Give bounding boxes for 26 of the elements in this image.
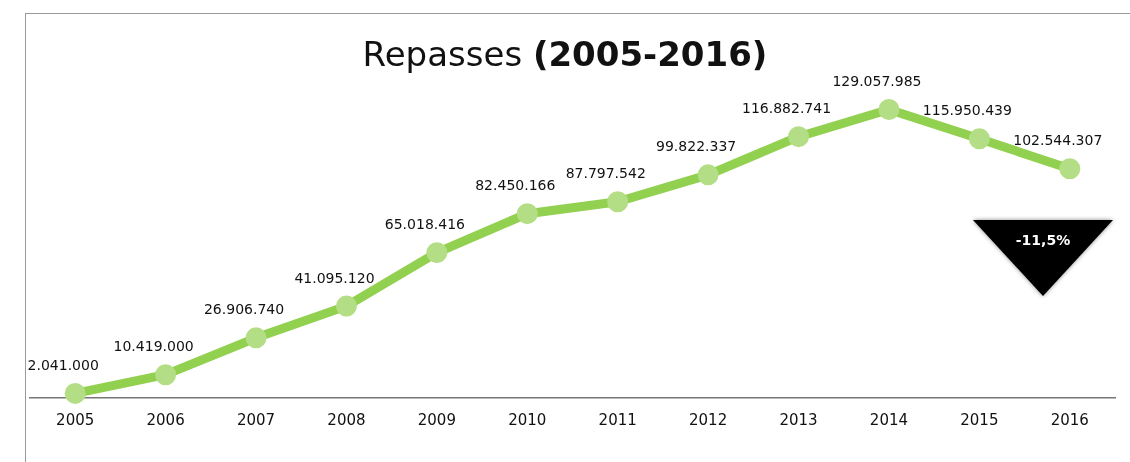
data-label: 129.057.985 — [832, 73, 922, 90]
x-tick-label: 2009 — [417, 410, 456, 429]
data-label: 26.906.740 — [203, 301, 285, 318]
x-tick-label: 2013 — [779, 410, 818, 429]
x-tick-label: 2005 — [56, 410, 95, 429]
data-label: 82.450.166 — [475, 177, 556, 194]
data-label: 87.797.542 — [565, 165, 646, 182]
annotation: -11,5% — [1014, 232, 1072, 248]
x-tick-label: 2007 — [236, 410, 276, 429]
x-tick-label: 2015 — [960, 410, 999, 429]
x-tick-label: 2011 — [598, 410, 637, 429]
x-tick-label: 2016 — [1050, 410, 1089, 429]
data-label: 10.419.000 — [113, 338, 194, 355]
data-label: 41.095.120 — [294, 269, 375, 286]
data-label: 115.950.439 — [922, 102, 1012, 119]
x-tick-label: 2008 — [327, 410, 366, 429]
data-label: 102.544.307 — [1013, 132, 1103, 149]
x-tick-label: 2014 — [869, 410, 909, 429]
data-label: 65.018.416 — [384, 216, 466, 233]
x-tick-label: 2010 — [508, 410, 547, 429]
x-tick-label: 2012 — [689, 410, 728, 429]
data-label: 2.041.000 — [27, 357, 99, 374]
chart-title: Repasses (2005-2016) — [361, 34, 769, 74]
data-label: 116.882.741 — [742, 100, 832, 117]
x-tick-label: 2006 — [146, 410, 185, 429]
data-label: 99.822.337 — [656, 138, 737, 155]
